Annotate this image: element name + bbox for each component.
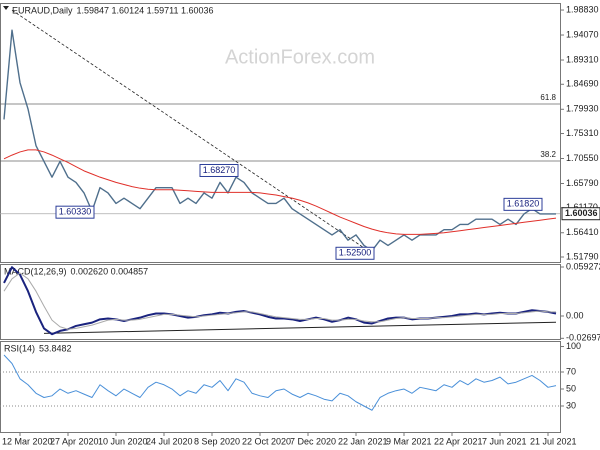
series-line: [3, 149, 557, 235]
y-tick-label: 100: [566, 341, 581, 351]
menu-arrow: [3, 6, 9, 10]
y-tick-label: 1.70550: [566, 153, 599, 163]
annotation-box: [55, 205, 95, 219]
panel-frame: [0, 3, 561, 263]
annotation-label: 1.68270: [203, 165, 236, 175]
series-line: [3, 29, 556, 252]
x-tick-label: 9 Mar 2021: [386, 436, 432, 446]
panel-frame: [0, 341, 561, 433]
panel-title: EURAUD,Daily: [12, 5, 73, 15]
x-tick-label: 10 Jun 2020: [98, 436, 148, 446]
y-tick-label: -0.026978: [566, 333, 600, 343]
y-tick-label: 1.89310: [566, 54, 599, 64]
annotation-label: 1.61820: [507, 199, 540, 209]
panel-frame: [0, 264, 561, 340]
x-tick-label: 12 Mar 2020: [2, 436, 53, 446]
current-price-box: [561, 207, 600, 221]
fib-label: 61.8: [540, 93, 556, 102]
y-tick-label: 1.94070: [566, 29, 599, 39]
x-tick-label: 24 Jul 2020: [146, 436, 193, 446]
series-line: [3, 272, 556, 330]
current-price-label: 1.60036: [565, 208, 598, 218]
fib-label: 38.2: [540, 150, 556, 159]
y-tick-label: 1.65790: [566, 178, 599, 188]
x-tick-label: 27 Apr 2020: [50, 436, 99, 446]
trend-line: [43, 321, 557, 334]
y-tick-label: 70: [566, 366, 576, 376]
panel-readout: 1.59847 1.60124 1.59711 1.60036: [77, 5, 214, 15]
panel-title: MACD(12,26,9): [4, 266, 67, 276]
y-tick-label: 50: [566, 383, 576, 393]
watermark: ActionForex.com: [225, 46, 375, 68]
series-line: [3, 354, 557, 411]
x-tick-label: 7 Dec 2020: [290, 436, 336, 446]
x-tick-label: 7 Jun 2021: [482, 436, 527, 446]
y-tick-label: 1.84690: [566, 79, 599, 89]
panel-readout: 53.8482: [39, 343, 72, 353]
y-tick-label: 0.00: [566, 310, 584, 320]
annotation-label: 1.60330: [59, 207, 92, 217]
x-tick-label: 22 Jan 2021: [338, 436, 388, 446]
y-tick-label: 30: [566, 400, 576, 410]
annotation-box: [335, 246, 375, 260]
panel-title: RSI(14): [4, 343, 35, 353]
x-tick-label: 21 Jul 2021: [530, 436, 577, 446]
annotation-box: [199, 163, 239, 177]
x-tick-label: 22 Oct 2020: [242, 436, 291, 446]
y-tick-label: 1.56410: [566, 227, 599, 237]
trend-line: [11, 9, 373, 254]
x-tick-label: 22 Apr 2021: [434, 436, 483, 446]
annotation-label: 1.52500: [339, 248, 372, 258]
y-tick-label: 0.059272: [566, 261, 600, 271]
y-tick-label: 1.75310: [566, 128, 599, 138]
x-tick-label: 8 Sep 2020: [194, 436, 240, 446]
y-tick-label: 1.61170: [566, 202, 598, 212]
y-tick-label: 1.98830: [566, 4, 599, 14]
panel-readout: 0.002620 0.004857: [71, 266, 149, 276]
y-tick-label: 1.51790: [566, 251, 599, 261]
annotation-box: [503, 197, 543, 211]
y-tick-label: 1.79930: [566, 104, 599, 114]
series-line: [3, 266, 557, 336]
